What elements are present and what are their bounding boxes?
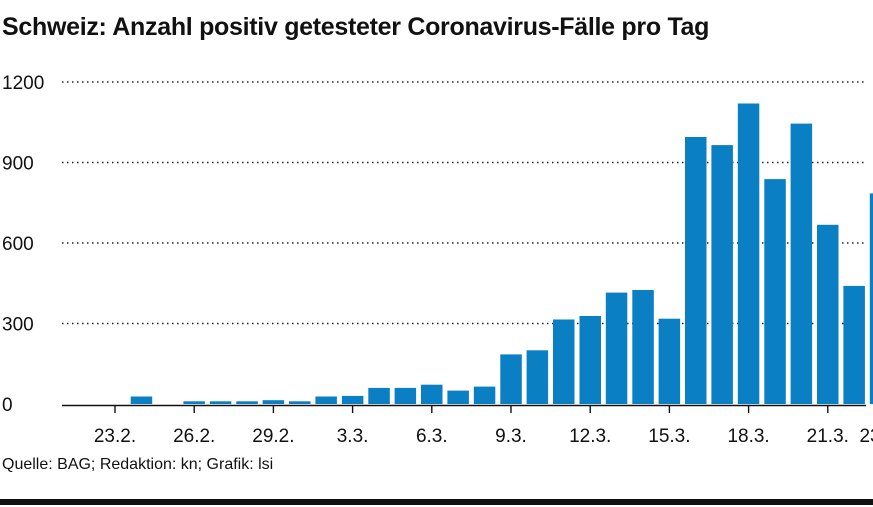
bar-15.3. [658, 318, 681, 404]
y-tick-label: 1200 [2, 73, 44, 94]
x-tick-label: 9.3. [495, 426, 527, 447]
bar-10.3. [526, 350, 549, 404]
x-tick-label: 23.2. [94, 426, 136, 447]
bar-13.3. [605, 292, 628, 404]
bar-19.3. [764, 179, 786, 404]
bar-20.3. [790, 123, 813, 404]
x-tick-label: 29.2. [252, 426, 294, 447]
bar-14.3. [632, 290, 654, 404]
bar-26.2. [183, 401, 205, 404]
bar-21.3. [817, 224, 839, 404]
y-axis-ticks: 0 300 600 900 1200 [2, 73, 44, 416]
bar-27.2. [209, 401, 232, 404]
bar-16.3. [685, 137, 707, 404]
bar-3.3. [341, 395, 364, 404]
bottom-rule [0, 499, 873, 505]
x-tick-label: 23.3. [859, 426, 873, 447]
bar-2.3. [315, 396, 337, 404]
y-tick-label: 300 [2, 315, 34, 336]
bar-22.3. [843, 285, 865, 404]
bar-18.3. [737, 103, 760, 404]
x-tick-label: 15.3. [648, 426, 690, 447]
x-axis-ticks: 23.2. 26.2. 29.2. 3.3. 6.3. 9.3. 12.3. 15.3. 18.… [94, 406, 873, 447]
bar-29.2. [262, 400, 285, 404]
bars [130, 103, 873, 404]
x-tick-label: 26.2. [173, 426, 215, 447]
bar-9.3. [500, 354, 522, 404]
x-tick-label: 6.3. [416, 426, 448, 447]
bar-1.3. [289, 401, 311, 404]
y-tick-label: 900 [2, 154, 34, 175]
bar-23.3. [869, 193, 873, 404]
source-note: Quelle: BAG; Redaktion: kn; Grafik: lsi [2, 456, 274, 473]
chart-title: Schweiz: Anzahl positiv getesteter Coron… [2, 13, 710, 41]
bar-28.2. [236, 401, 258, 404]
x-tick-label: 12.3. [569, 426, 611, 447]
bar-4.3. [368, 387, 390, 404]
bar-12.3. [579, 316, 601, 404]
x-tick-label: 21.3. [807, 426, 849, 447]
y-tick-label: 600 [2, 234, 34, 255]
bar-24.2. [130, 396, 153, 404]
bar-6.3. [421, 384, 443, 404]
x-tick-label: 3.3. [337, 426, 369, 447]
bar-17.3. [711, 145, 733, 404]
bar-8.3. [473, 386, 496, 404]
bar-7.3. [447, 390, 469, 404]
x-tick-label: 18.3. [727, 426, 769, 447]
bar-11.3. [553, 319, 575, 404]
y-tick-label: 0 [2, 395, 13, 416]
bar-5.3. [394, 387, 417, 404]
